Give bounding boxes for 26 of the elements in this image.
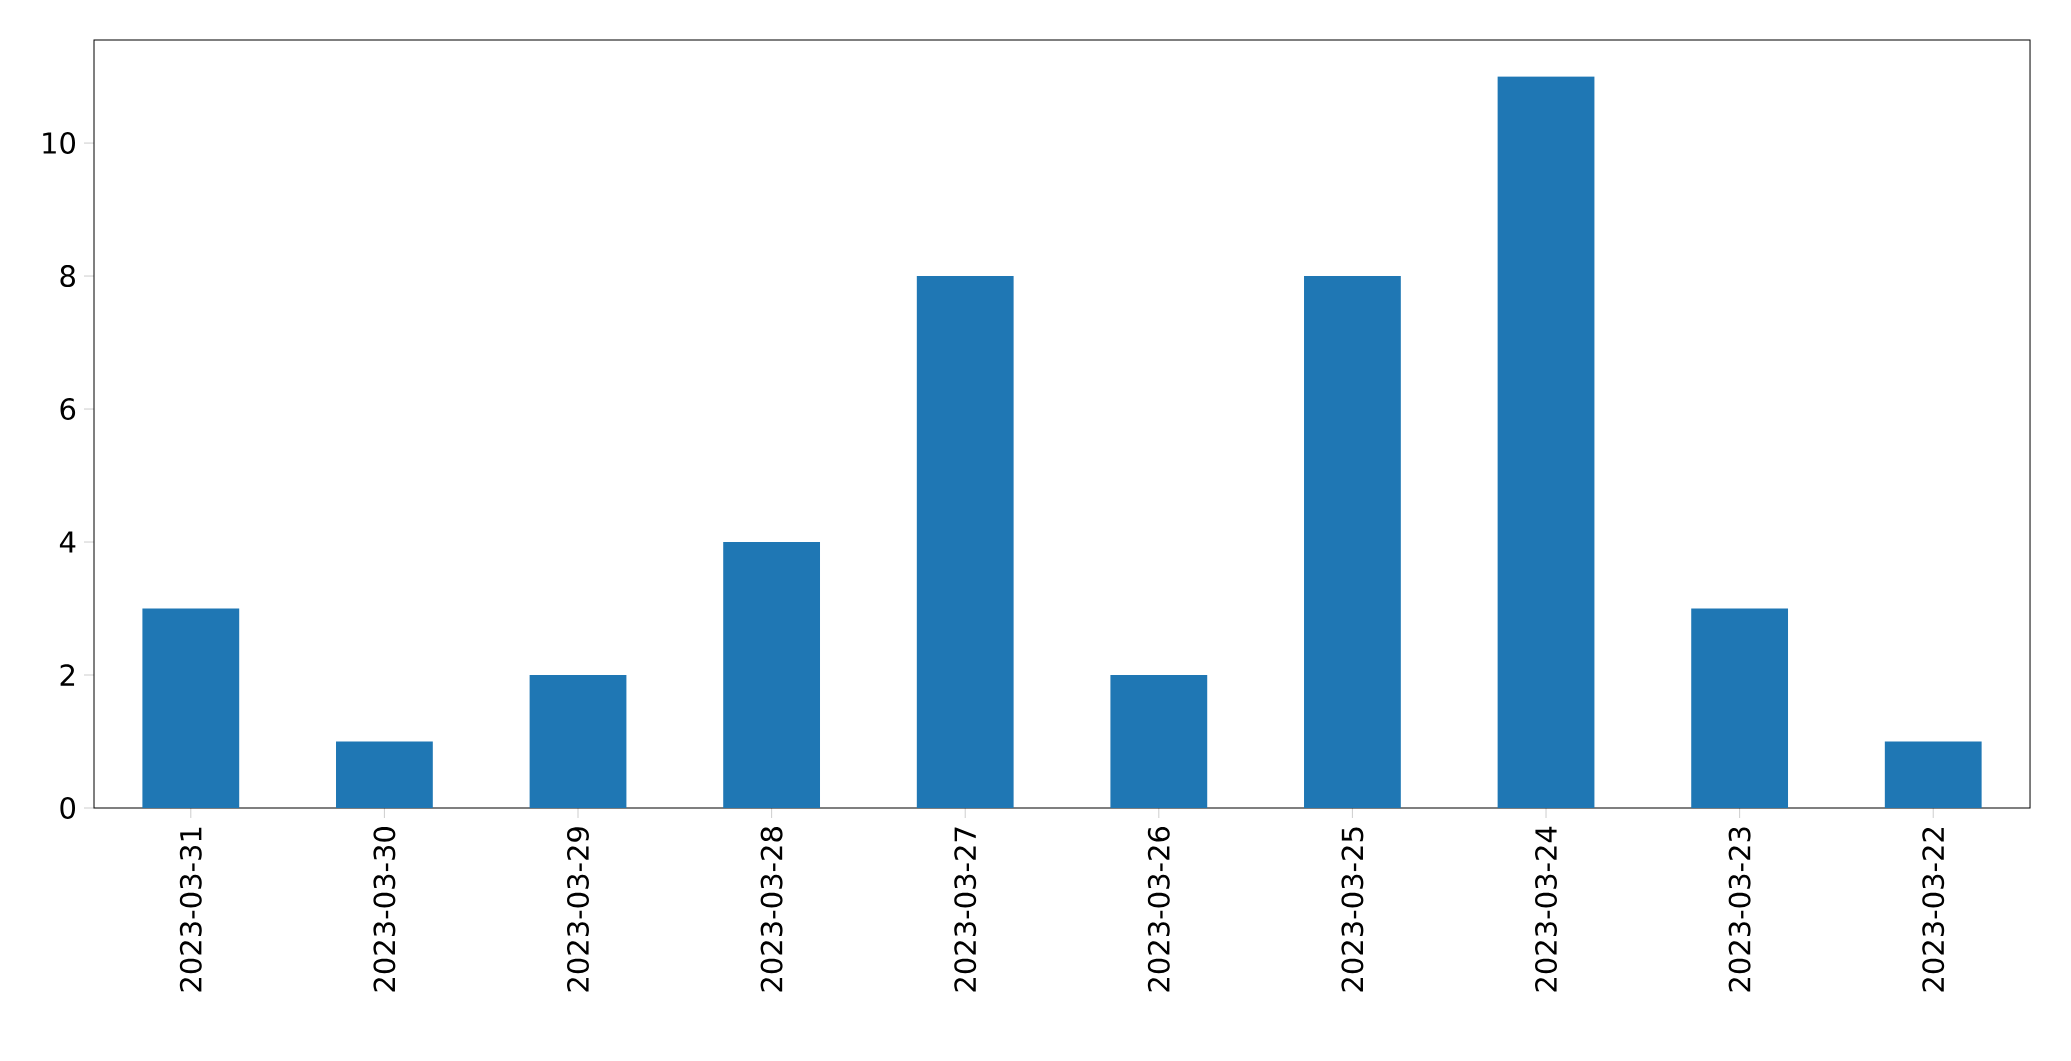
y-tick-label: 10 <box>43 132 76 155</box>
bar <box>1691 608 1789 808</box>
x-tick-label: 2023-03-30 <box>373 827 396 992</box>
x-tick-label: 2023-03-26 <box>1147 826 1170 992</box>
y-tick-label: 4 <box>59 531 76 553</box>
bar <box>336 741 433 808</box>
y-tick-label: 2 <box>60 664 75 686</box>
x-tick-label: 2023-03-23 <box>1728 827 1751 992</box>
bar <box>142 608 240 808</box>
y-tick-label: 0 <box>60 797 76 819</box>
x-tick-label: 2023-03-31 <box>179 827 202 992</box>
bar <box>529 675 627 808</box>
bar <box>723 542 821 808</box>
bar <box>916 276 1014 808</box>
bar <box>1884 741 1982 808</box>
x-tick-label: 2023-03-28 <box>760 827 783 992</box>
x-tick-label: 2023-03-24 <box>1535 826 1557 992</box>
x-tick-label: 2023-03-22 <box>1922 828 1945 992</box>
x-tick-label: 2023-03-27 <box>954 827 977 992</box>
bar <box>1304 276 1401 808</box>
bar <box>1497 76 1595 808</box>
y-tick-label: 6 <box>60 398 76 420</box>
x-tick-label: 2023-03-25 <box>1341 827 1364 992</box>
x-tick-label: 2023-03-29 <box>567 827 589 992</box>
bar <box>1110 675 1208 808</box>
y-tick-label: 8 <box>60 265 75 288</box>
